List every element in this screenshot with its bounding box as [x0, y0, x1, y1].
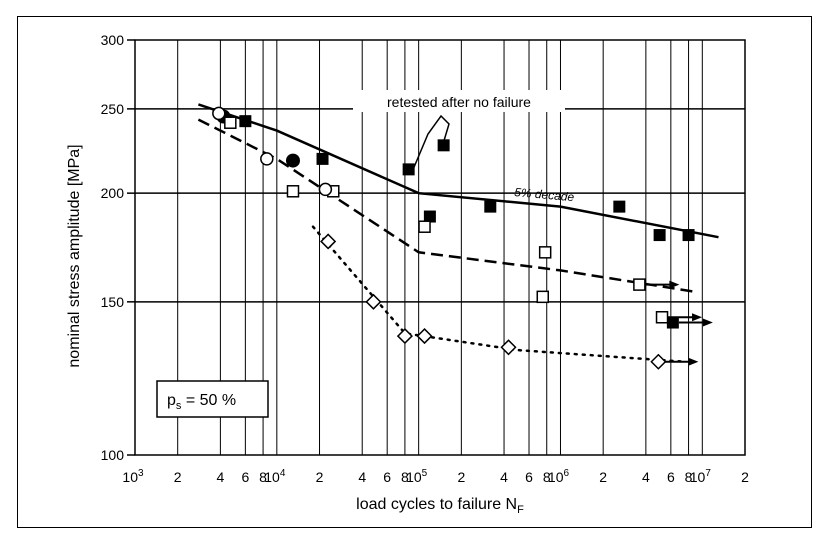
x-tick-label: 4 [642, 469, 650, 485]
x-tick-exponent: 6 [563, 468, 569, 479]
x-tick-label: 4 [216, 469, 224, 485]
y-tick-label: 100 [101, 447, 125, 463]
open-circle-point [260, 152, 274, 166]
ps-box [156, 380, 269, 418]
x-tick-exponent: 4 [280, 468, 286, 479]
y-tick-label: 300 [101, 32, 125, 48]
fit-curve-dashed [197, 118, 696, 294]
ps-label-main: p [167, 392, 176, 409]
x-tick-label: 2 [741, 469, 749, 485]
x-tick-exponent: 5 [422, 468, 428, 479]
x-tick-exponent: 3 [138, 468, 144, 479]
x-axis-label-text: load cycles to failure N [356, 496, 517, 513]
open-square-point [536, 290, 550, 304]
x-tick-label: 105 [406, 468, 428, 485]
x-tick-label: 106 [548, 468, 570, 485]
filled-square-point [402, 163, 415, 176]
x-tick-base: 10 [406, 469, 422, 485]
runout-arrow-head [692, 313, 703, 322]
filled-square-point [437, 139, 450, 152]
x-tick-label: 107 [690, 468, 712, 485]
filled-square-point [316, 152, 329, 165]
x-tick-label: 103 [122, 468, 144, 485]
x-tick-label: 2 [174, 469, 182, 485]
retested-pointer [411, 114, 450, 173]
filled-square-point [484, 200, 497, 213]
x-tick-label: 2 [599, 469, 607, 485]
open-diamond-point [365, 293, 382, 310]
filled-square-point [613, 200, 626, 213]
filled-circle-point [285, 153, 300, 168]
y-tick-label: 150 [101, 294, 125, 310]
x-axis-label-subscript: F [517, 504, 524, 516]
runout-arrow-head [702, 318, 713, 327]
filled-square-point [666, 316, 679, 329]
x-tick-base: 10 [690, 469, 706, 485]
x-tick-label: 2 [316, 469, 324, 485]
x-tick-label: 4 [358, 469, 366, 485]
y-axis-label: nominal stress amplitude [MPa] [66, 144, 83, 367]
y-tick-label: 250 [101, 101, 125, 117]
open-square-point [633, 278, 646, 291]
retested-label-box [353, 90, 565, 112]
x-tick-label: 8 [401, 469, 409, 485]
open-square-point [538, 246, 552, 259]
x-tick-label: 6 [241, 469, 249, 485]
open-circle-point [318, 182, 333, 197]
open-diamond-point [320, 233, 337, 250]
x-tick-base: 10 [548, 469, 564, 485]
open-diamond-point [396, 328, 413, 345]
y-tick-label: 200 [101, 185, 125, 201]
x-tick-label: 8 [543, 469, 551, 485]
x-tick-label: 6 [525, 469, 533, 485]
data-markers [212, 106, 713, 370]
filled-square-point [653, 229, 666, 242]
x-tick-label: 8 [259, 469, 267, 485]
ps-label-subscript: s [176, 400, 182, 412]
x-tick-label: 6 [667, 469, 675, 485]
open-diamond-point [500, 339, 517, 356]
five-percent-decade-label: 5% decade [514, 185, 575, 204]
open-circle-point [212, 106, 226, 121]
figure-frame [17, 16, 812, 528]
filled-square-point [682, 229, 695, 242]
retested-label: retested after no failure [387, 94, 531, 110]
runout-arrow-head [669, 280, 680, 289]
x-tick-label: 8 [685, 469, 693, 485]
runout-arrow-head [688, 357, 699, 366]
ps-label-value: = 50 % [181, 392, 236, 409]
open-square-point [286, 185, 300, 198]
x-tick-base: 10 [122, 469, 138, 485]
x-tick-label: 6 [383, 469, 391, 485]
open-diamond-point [416, 328, 433, 345]
x-tick-base: 10 [264, 469, 280, 485]
ps-label: ps = 50 % [167, 392, 236, 412]
plot-border [134, 39, 746, 456]
x-axis-label: load cycles to failure NF [356, 496, 524, 516]
x-tick-label: 104 [264, 468, 286, 485]
open-square-point [655, 311, 669, 324]
open-square-point [224, 116, 237, 129]
open-square-point [418, 220, 431, 233]
fit-curve-dotted [311, 225, 686, 363]
filled-square-point [239, 115, 252, 128]
axis-labels: nominal stress amplitude [MPa] load cycl… [66, 144, 524, 516]
open-diamond-point [650, 353, 667, 370]
annotations: retested after no failure 5% decade ps =… [156, 90, 575, 418]
x-tick-label: 2 [457, 469, 465, 485]
x-tick-label: 4 [500, 469, 508, 485]
filled-square-point [423, 210, 436, 223]
x-tick-exponent: 7 [705, 468, 711, 479]
